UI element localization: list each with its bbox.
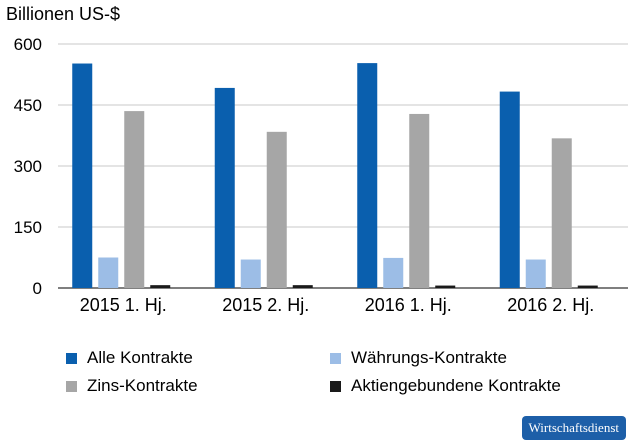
bar	[577, 285, 598, 288]
y-tick-label: 300	[14, 157, 42, 176]
legend-item: Zins-Kontrakte	[66, 376, 198, 396]
bar	[124, 111, 145, 288]
bar	[435, 285, 456, 288]
legend-item: Währungs-Kontrakte	[330, 348, 507, 368]
legend-item: Alle Kontrakte	[66, 348, 193, 368]
x-tick-label: 2015 2. Hj.	[222, 295, 309, 315]
y-tick-label: 150	[14, 218, 42, 237]
legend-item: Aktiengebundene Kontrakte	[330, 376, 561, 396]
bar	[525, 259, 546, 288]
bar	[214, 87, 235, 288]
y-axis-label: Billionen US-$	[6, 4, 120, 24]
legend-label: Aktiengebundene Kontrakte	[351, 376, 561, 395]
wirtschaftsdienst-badge: Wirtschaftsdienst	[521, 416, 626, 440]
bar	[292, 285, 313, 288]
bar	[551, 138, 572, 288]
legend-swatch	[66, 352, 77, 364]
y-tick-label: 450	[14, 96, 42, 115]
y-tick-label: 0	[33, 279, 42, 298]
legend-label: Währungs-Kontrakte	[351, 348, 507, 367]
legend-swatch	[66, 380, 77, 392]
bar	[383, 257, 404, 288]
x-tick-labels: 2015 1. Hj. 2015 2. Hj. 2016 1. Hj. 2016 2.…	[80, 295, 595, 315]
x-tick-label: 2016 1. Hj.	[365, 295, 452, 315]
bars	[72, 63, 598, 289]
bar	[499, 91, 520, 288]
bar	[240, 259, 261, 288]
legend-label: Alle Kontrakte	[87, 348, 193, 367]
bar	[357, 63, 378, 288]
bar	[150, 285, 171, 288]
bar	[266, 131, 287, 288]
bar	[409, 113, 430, 289]
legend-swatch	[330, 380, 341, 392]
legend-label: Zins-Kontrakte	[87, 376, 198, 395]
bar	[72, 63, 93, 288]
y-tick-label: 600	[14, 35, 42, 54]
legend: Alle Kontrakte Währungs-Kontrakte Zins-Kon…	[66, 344, 626, 404]
x-tick-label: 2015 1. Hj.	[80, 295, 167, 315]
bar	[98, 257, 119, 288]
bar-chart: Billionen US-$ 0 150 300 450 600 2015 1. Hj.…	[6, 4, 628, 315]
legend-swatch	[330, 352, 341, 364]
x-tick-label: 2016 2. Hj.	[507, 295, 594, 315]
y-tick-labels: 0 150 300 450 600	[14, 35, 42, 298]
